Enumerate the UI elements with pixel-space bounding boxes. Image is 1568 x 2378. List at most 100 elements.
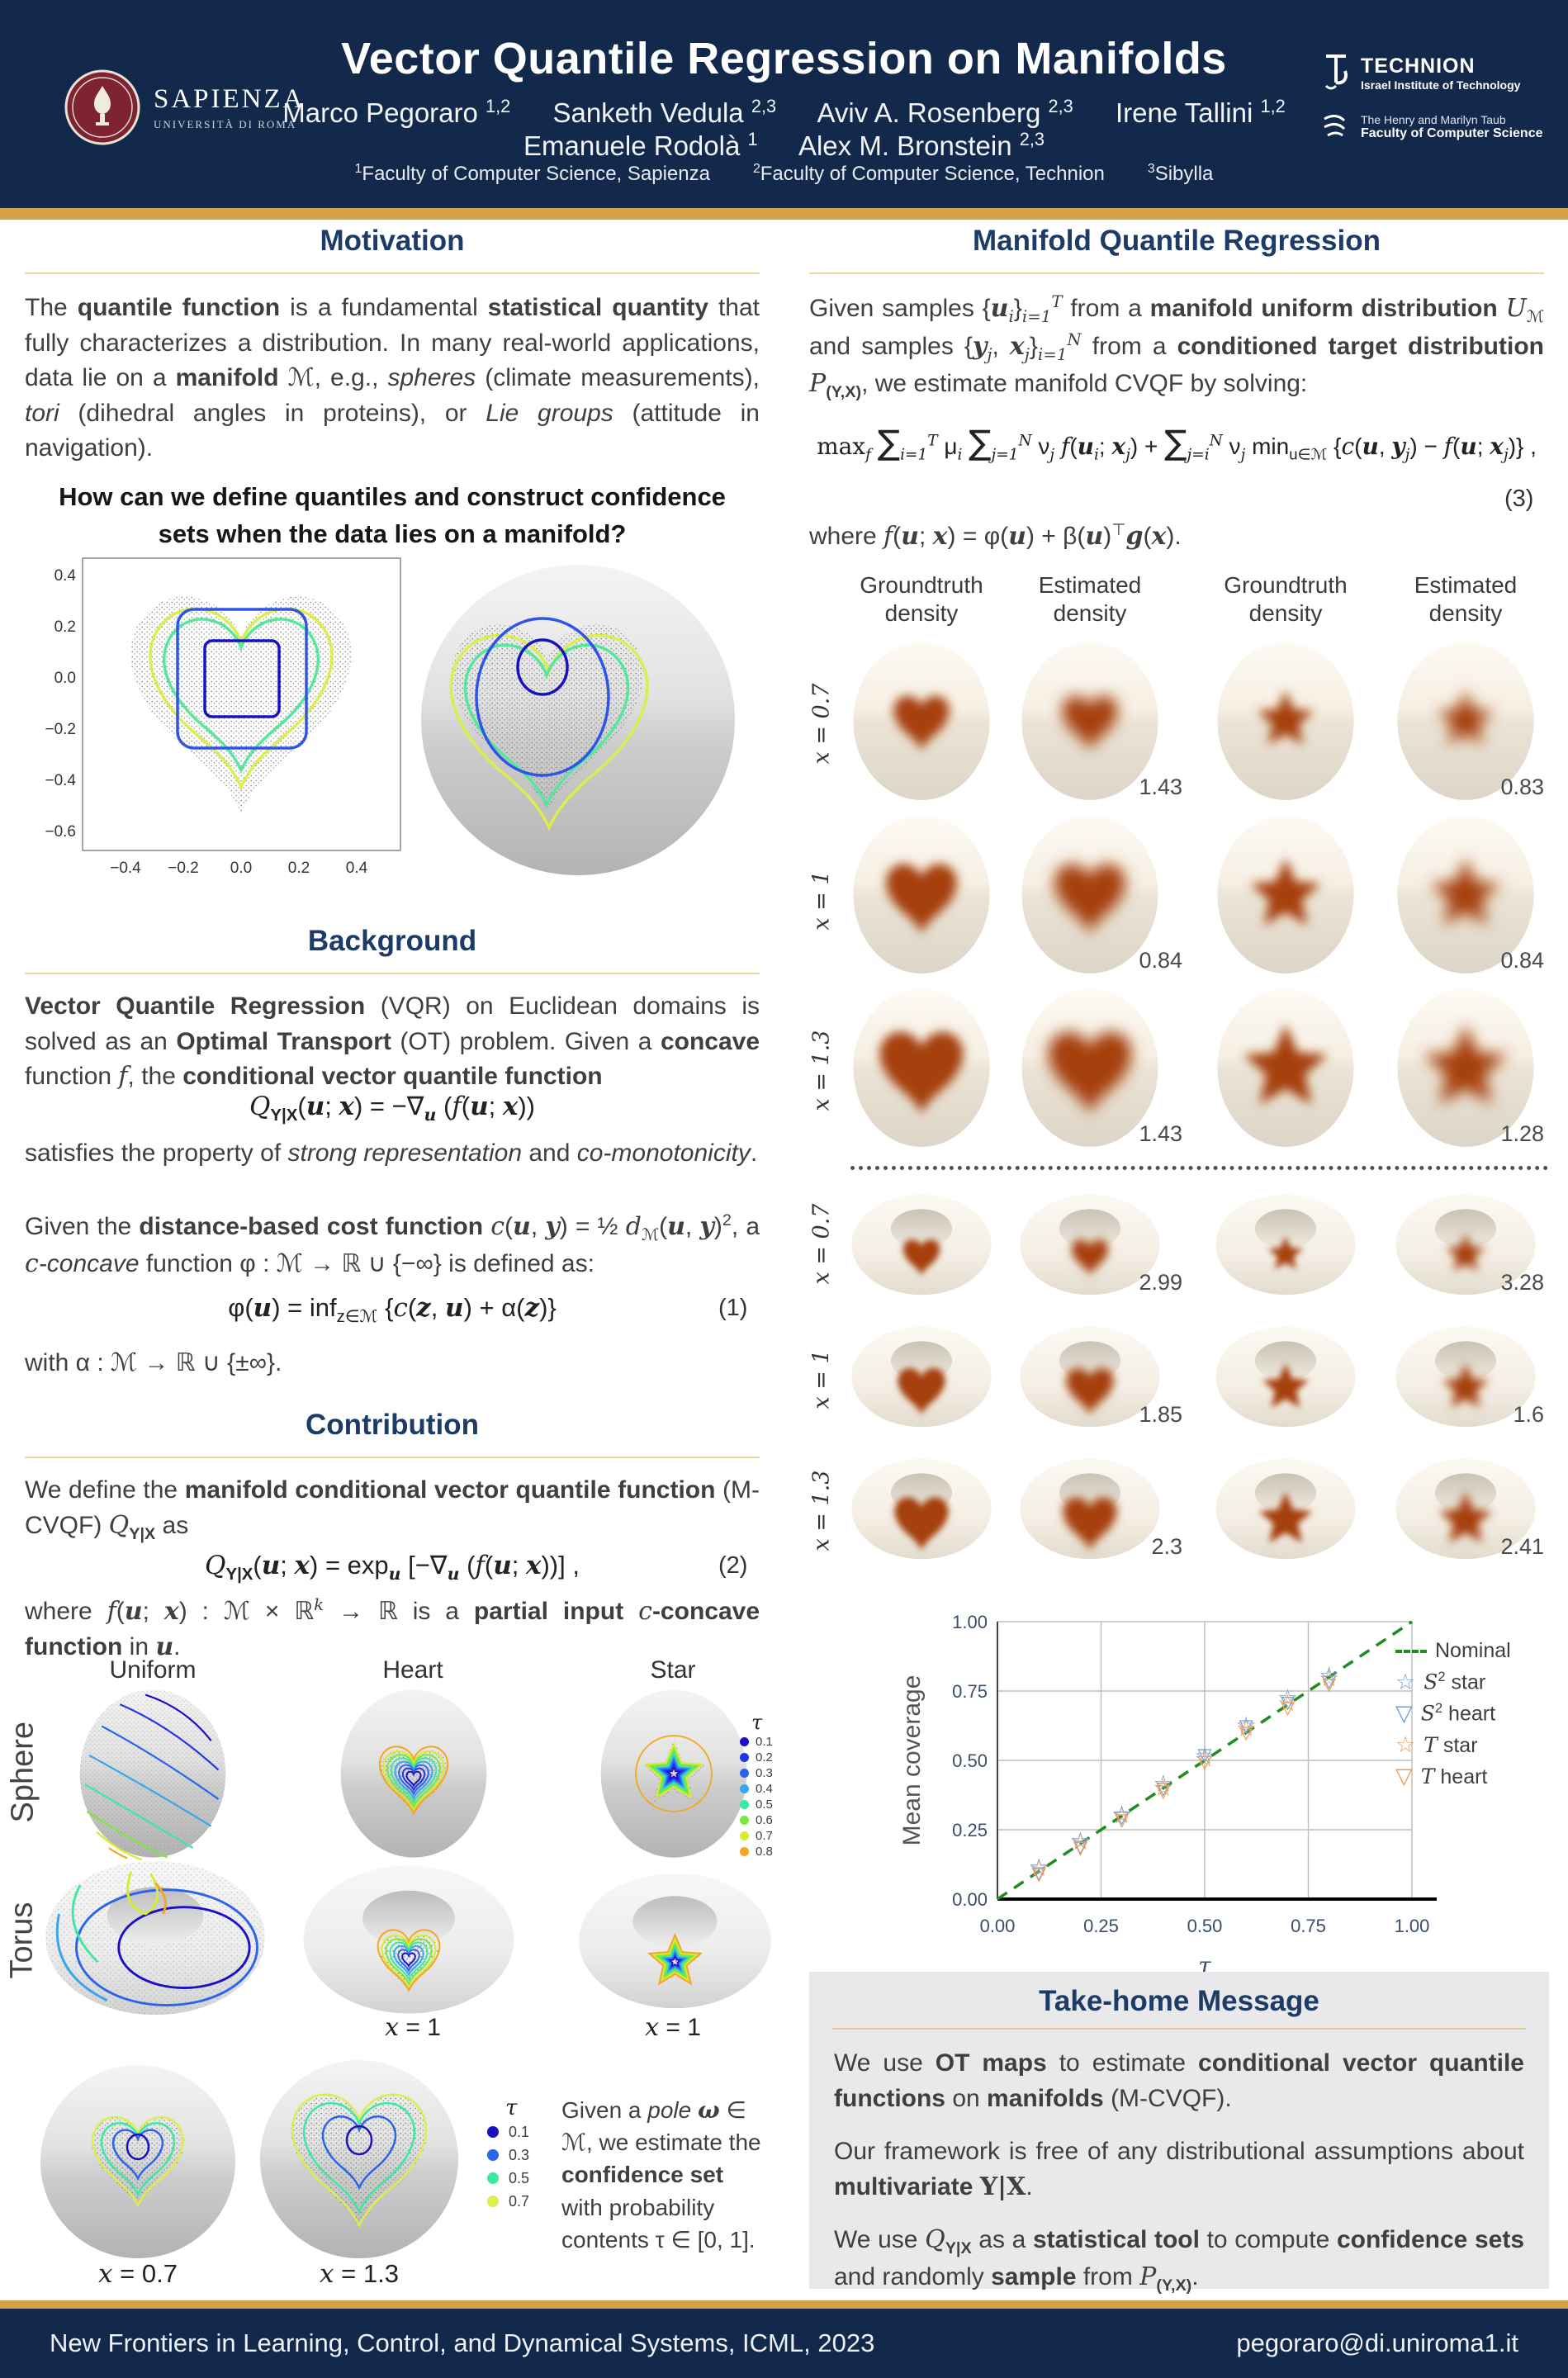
tick-label: 0.2 xyxy=(54,618,76,636)
scatter-marker-star: ☆ xyxy=(1236,1715,1257,1741)
author: Marco Pegoraro 1,2 xyxy=(282,96,511,128)
coverage-chart: 0.00 0.25 0.50 0.75 1.00 0.00 0.25 0.50 0.75 1.00… xyxy=(952,1612,1437,1936)
density-metric: 2.3 xyxy=(1151,1534,1182,1559)
section-rule xyxy=(25,973,760,974)
section-rule xyxy=(832,2028,1526,2030)
tick-label: 0.4 xyxy=(54,567,77,585)
sapienza-logo: SAPIENZA UNIVERSITÀ DI ROMA xyxy=(64,69,306,145)
density-cell xyxy=(851,1326,992,1428)
torus-uniform xyxy=(45,1860,265,2016)
equation-1-number: (1) xyxy=(718,1295,748,1321)
author: Alex M. Bronstein 2,3 xyxy=(798,129,1045,161)
density-metric: 3.28 xyxy=(1500,1270,1544,1295)
scatter-marker-triangle-down: ▽ xyxy=(1115,1807,1129,1827)
mqr-paragraph: Given samples {ui}i=1T from a manifold u… xyxy=(809,292,1544,402)
tick-label: 0.4 xyxy=(346,860,368,877)
nominal-line xyxy=(997,1620,1413,1901)
confidence-label-x07: x = 0.7 xyxy=(98,2259,178,2289)
footer-email: pegoraro@di.uniroma1.it xyxy=(1236,2328,1518,2357)
gold-divider-bottom xyxy=(0,2300,1568,2309)
legend-swatch xyxy=(740,1737,749,1746)
scatter-marker-triangle-down: ▽ xyxy=(1239,1715,1253,1736)
density-col-header-2: Estimated density xyxy=(1038,572,1142,627)
scatter-marker-star: ☆ xyxy=(1111,1802,1132,1828)
legend-t-star: ☆ T star xyxy=(1395,1732,1478,1759)
authors-line-1: Marco Pegoraro 1,2 Sanketh Vedula 2,3 Av… xyxy=(0,96,1568,129)
tick-label: −0.6 xyxy=(45,823,76,841)
legend-nominal: Nominal xyxy=(1395,1639,1511,1663)
contour-navy xyxy=(203,639,281,718)
author: Emanuele Rodolà 1 xyxy=(523,129,758,161)
figure-heart-sphere xyxy=(417,558,739,882)
tick-label: 0.2 xyxy=(288,860,310,877)
equation-2: QY|X(u; x) = expu [−∇u (f(u; x))] , xyxy=(205,1551,580,1585)
scatter-marker-triangle-down: ▽ xyxy=(1156,1778,1170,1798)
background-paragraph-2: satisfies the property of strong represe… xyxy=(25,1139,758,1167)
scatter-marker-star: ☆ xyxy=(1236,1712,1257,1738)
motivation-question: How can we define quantiles and construc… xyxy=(59,482,726,548)
technion-logo: TECHNION Israel Institute of Technology … xyxy=(1319,53,1561,144)
technion-subname: Israel Institute of Technology xyxy=(1361,78,1521,92)
density-row-label-1: x = 0.7 xyxy=(808,683,835,765)
density-metric: 1.28 xyxy=(1500,1121,1544,1146)
tau-legend-4: τ 0.1 0.3 0.5 0.7 xyxy=(487,2096,529,2213)
density-metric: 1.6 xyxy=(1513,1402,1544,1427)
density-row-label-2: x = 1 xyxy=(808,870,835,931)
affiliation: 2Faculty of Computer Science, Technion xyxy=(752,162,1105,185)
x-tick-label: 0.50 xyxy=(1187,1916,1223,1936)
contour-blue xyxy=(475,617,610,777)
density-col-header-4: Estimated density xyxy=(1414,572,1518,627)
star-marker-icon: ☆ xyxy=(1395,1669,1416,1695)
density-cell xyxy=(1021,642,1158,800)
density-metric: 0.84 xyxy=(1500,948,1544,973)
legend-swatch xyxy=(740,1753,749,1762)
motivation-paragraph: The quantile function is a fundamental s… xyxy=(25,294,760,462)
authors-line-2: Emanuele Rodolà 1 Alex M. Bronstein 2,3 xyxy=(0,129,1568,162)
equation-2-number: (2) xyxy=(718,1552,748,1579)
taub-mark-icon xyxy=(1324,115,1346,137)
legend-swatch xyxy=(487,2172,499,2184)
contour-navy xyxy=(516,638,569,696)
density-cell xyxy=(1397,642,1534,800)
contour-blue xyxy=(176,608,308,750)
technion-name: TECHNION xyxy=(1361,54,1476,78)
density-cell xyxy=(1217,815,1354,973)
y-tick-label: 0.00 xyxy=(952,1889,988,1910)
scatter-marker-star: ☆ xyxy=(1194,1746,1215,1771)
triangle-marker-icon: ▽ xyxy=(1395,1764,1413,1790)
x-tick-label: 1.00 xyxy=(1395,1916,1430,1936)
section-rule xyxy=(809,272,1544,274)
density-col-header-1: Groundtruth density xyxy=(860,572,983,627)
caption-torus-star: x = 1 xyxy=(645,2013,701,2042)
background-paragraph-3: Given the distance-based cost function c… xyxy=(25,1211,760,1279)
density-cell xyxy=(1215,1194,1356,1296)
x-tick-label: 0.00 xyxy=(980,1916,1016,1936)
legend-swatch xyxy=(740,1847,749,1856)
tau-legend-title: τ xyxy=(505,2096,518,2120)
takehome-title: Take-home Message xyxy=(1039,1985,1319,2017)
density-metric: 1.85 xyxy=(1139,1402,1182,1427)
scatter-marker-triangle-down: ▽ xyxy=(1322,1674,1336,1694)
density-metric: 2.41 xyxy=(1500,1534,1544,1559)
density-metric: 1.43 xyxy=(1139,1121,1182,1146)
density-row-label-6: x = 1.3 xyxy=(808,1470,835,1551)
tick-label: −0.4 xyxy=(110,860,141,877)
contour-rings xyxy=(636,1736,712,1812)
y-tick-label: 0.25 xyxy=(952,1820,988,1840)
takehome-p1: We use OT maps to estimate conditional v… xyxy=(834,2049,1524,2112)
scatter-marker-star: ☆ xyxy=(1029,1854,1049,1879)
technion-mark-icon xyxy=(1324,54,1348,90)
sphere-star-contours xyxy=(600,1689,747,1858)
confidence-label-x13: x = 1.3 xyxy=(320,2259,399,2289)
tau-legend-title: τ xyxy=(751,1711,763,1734)
scatter-marker-triangle-down: ▽ xyxy=(1198,1751,1212,1772)
mqr-where: where f(u; x) = φ(u) + β(u)⊤g(x). xyxy=(809,521,1182,551)
sphere-uniform xyxy=(79,1689,226,1861)
density-cell xyxy=(1021,988,1158,1147)
density-cell xyxy=(853,815,990,973)
scatter-marker-star: ☆ xyxy=(1319,1663,1339,1689)
scatter-marker-star: ☆ xyxy=(1111,1802,1132,1827)
scatter-marker-triangle-down: ▽ xyxy=(1073,1836,1087,1856)
sapienza-name: SAPIENZA xyxy=(154,83,306,114)
density-row-label-3: x = 1.3 xyxy=(808,1030,835,1111)
